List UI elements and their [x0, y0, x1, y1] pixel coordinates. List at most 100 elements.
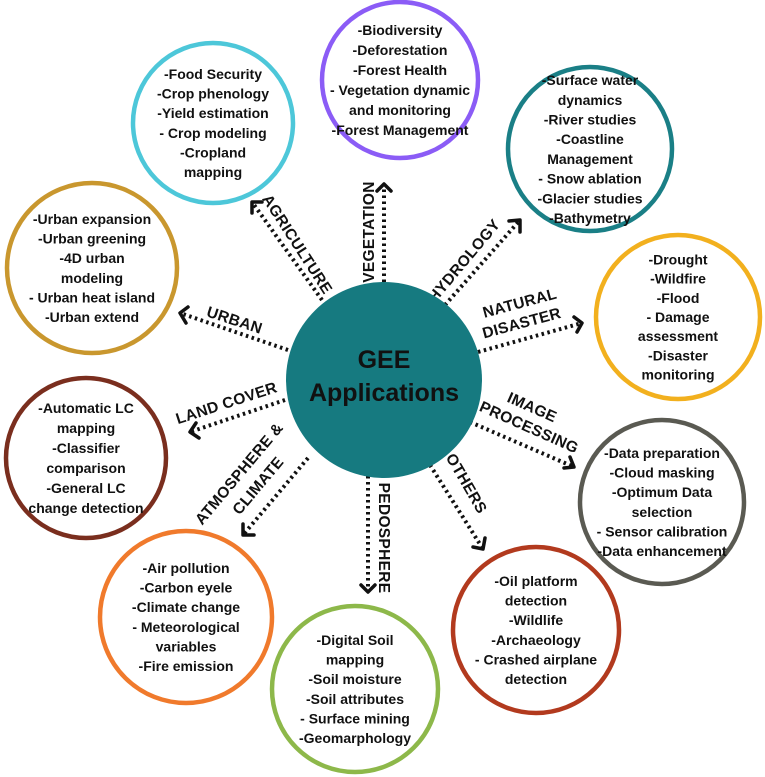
connector-hydrology	[443, 218, 522, 307]
application-item: -4D urban	[59, 250, 124, 266]
application-item: -Disaster	[648, 347, 708, 363]
application-item: - Sensor calibration	[597, 523, 728, 539]
application-item: - Crashed airplane	[475, 651, 597, 667]
application-item: - Snow ablation	[538, 171, 641, 187]
category-label-others: OTHERS	[442, 451, 490, 517]
application-item: -River studies	[544, 111, 637, 127]
connector-image-processing	[469, 420, 576, 470]
application-item: -Digital Soil	[317, 632, 394, 648]
application-item: - Crop modeling	[159, 125, 266, 141]
application-item: -Archaeology	[491, 632, 581, 648]
application-item: comparison	[46, 460, 125, 476]
application-item: -Coastline	[556, 131, 624, 147]
application-item: -Oil platform	[494, 573, 577, 589]
application-item: - Surface mining	[300, 710, 410, 726]
circle-ring	[269, 603, 441, 775]
circle-ring	[593, 232, 763, 402]
application-item: -Wildfire	[650, 271, 706, 287]
application-item: -Data enhancement	[597, 543, 726, 559]
application-item: - Damage	[646, 309, 709, 325]
circle-ring	[450, 544, 622, 716]
application-circle-land-cover: -Automatic LC mapping -Classifier compariso…	[3, 375, 169, 541]
application-circle-image-processing: -Data preparation -Cloud masking -Optimum …	[577, 417, 747, 587]
application-item: detection	[505, 671, 567, 687]
connectors	[178, 182, 584, 594]
application-circle-vegetation: -Biodiversity -Deforestation -Forest Healt…	[319, 0, 481, 161]
application-item: -Carbon eyele	[140, 580, 233, 596]
application-item: -Urban expansion	[33, 211, 151, 227]
application-item: variables	[156, 638, 217, 654]
connector-vegetation	[375, 182, 393, 288]
connector-agriculture	[250, 200, 324, 302]
application-item: -General LC	[46, 480, 125, 496]
circle-ring	[3, 375, 169, 541]
application-item: -Flood	[657, 290, 700, 306]
category-label-agriculture: AGRICULTURE	[258, 192, 335, 298]
application-item: -Urban greening	[38, 231, 146, 247]
application-item: -Deforestation	[353, 42, 448, 58]
application-item: -Cloud masking	[609, 465, 714, 481]
application-item: -Glacier studies	[537, 190, 642, 206]
application-circle-atmosphere-climate: -Air pollution -Carbon eyele -Climate chan…	[97, 528, 275, 706]
connector-atmosphere-climate	[241, 456, 310, 537]
application-item: monitoring	[641, 367, 714, 383]
application-item: - Vegetation dynamic	[330, 82, 470, 98]
application-item: dynamics	[558, 92, 623, 108]
application-item: -Automatic LC	[38, 400, 134, 416]
application-item: -Climate change	[132, 599, 240, 615]
application-circle-agriculture: -Food Security -Crop phenology -Yield esti…	[130, 40, 296, 206]
application-item: -Surface water	[542, 72, 639, 88]
application-item: -Urban extend	[45, 309, 139, 325]
application-item: Management	[547, 151, 633, 167]
application-item: -Biodiversity	[358, 22, 443, 38]
application-circle-pedosphere: -Digital Soil mapping -Soil moisture -Soil …	[269, 603, 441, 775]
circle-ring	[4, 180, 180, 356]
application-item: -Optimum Data	[612, 484, 713, 500]
circle-ring	[319, 0, 481, 161]
application-item: -Classifier	[52, 440, 120, 456]
connector-land-cover	[188, 398, 286, 440]
application-item: -Data preparation	[604, 445, 720, 461]
application-item: selection	[632, 504, 693, 520]
application-item: -Geomarphology	[299, 730, 411, 746]
category-label-pedosphere: PEDOSPHERE	[375, 483, 392, 594]
connector-pedosphere	[359, 476, 377, 594]
application-item: -Air pollution	[142, 560, 229, 576]
center-hub-circle	[286, 282, 482, 478]
application-item: and monitoring	[349, 102, 451, 118]
center-hub-title: GEE	[358, 346, 411, 374]
circle-ring	[505, 64, 675, 234]
application-item: -Food Security	[164, 66, 262, 82]
application-item: mapping	[57, 420, 115, 436]
application-item: -Soil attributes	[306, 691, 404, 707]
application-circle-natural-disaster: -Drought -Wildfire -Flood - Damage assessmen…	[593, 232, 763, 402]
connector-natural-disaster	[477, 315, 584, 354]
category-label-hydrology: HYDROLOGY	[425, 216, 504, 306]
application-item: - Meteorological	[132, 619, 239, 635]
application-item: -Yield estimation	[157, 105, 269, 121]
circle-ring	[577, 417, 747, 587]
application-item: mapping	[326, 652, 384, 668]
application-item: - Urban heat island	[29, 289, 155, 305]
application-circle-others: -Oil platform detection -Wildlife -Archaeol…	[450, 544, 622, 716]
application-item: -Forest Health	[353, 62, 447, 78]
application-item: assessment	[638, 328, 719, 344]
category-label-vegetation: VEGETATION	[361, 181, 378, 282]
connector-others	[428, 463, 487, 551]
application-item: -Cropland	[180, 144, 246, 160]
application-circle-urban: -Urban expansion -Urban greening -4D urban…	[4, 180, 180, 356]
circle-ring	[130, 40, 296, 206]
application-item: -Wildlife	[509, 612, 564, 628]
application-item: mapping	[184, 164, 242, 180]
circle-ring	[97, 528, 275, 706]
application-item: -Fire emission	[139, 658, 234, 674]
center-hub-subtitle: Applications	[309, 379, 459, 407]
application-item: modeling	[61, 270, 123, 286]
application-item: -Soil moisture	[308, 671, 402, 687]
application-item: -Forest Management	[332, 122, 469, 138]
connector-urban	[178, 305, 289, 352]
application-item: -Bathymetry	[549, 210, 631, 226]
application-item: -Crop phenology	[157, 86, 269, 102]
center-hub: GEE Applications	[286, 282, 482, 478]
